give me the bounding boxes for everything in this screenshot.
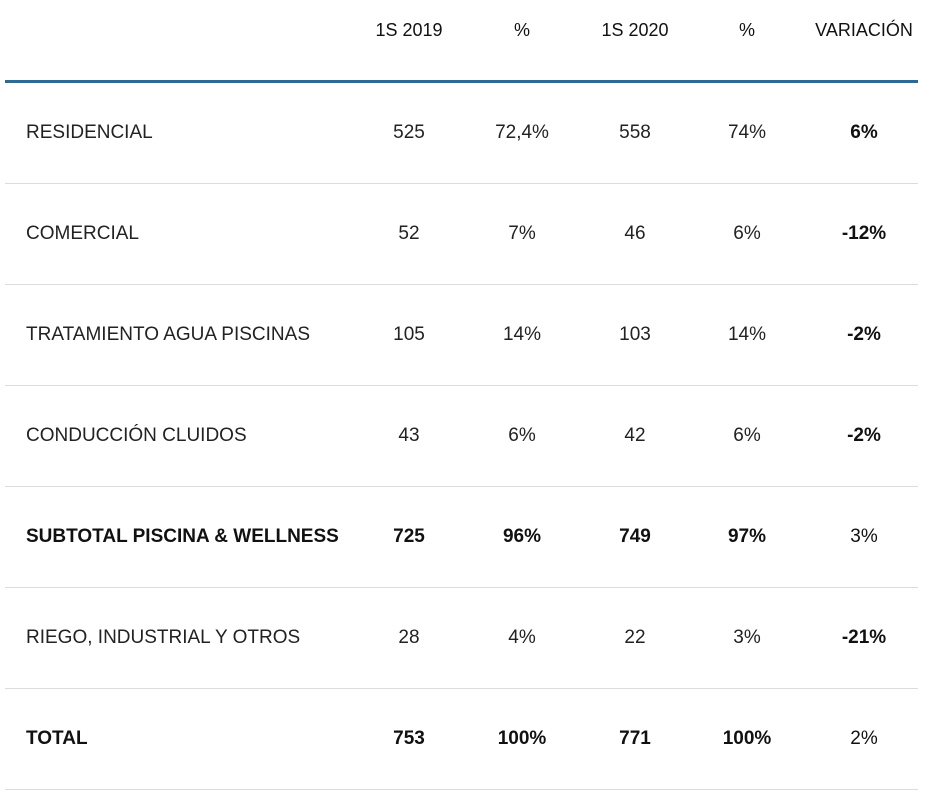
table-row: CONDUCCIÓN CLUIDOS 43 6% 42 6% -2% (5, 386, 918, 487)
value-2020: 558 (619, 122, 651, 143)
header-1s-2019: 1S 2019 (375, 19, 443, 40)
pct-2019: 72,4% (495, 122, 549, 143)
pct-2020: 100% (722, 728, 772, 749)
pct-2020: 74% (727, 122, 767, 143)
pct-2019: 100% (497, 728, 547, 749)
header-1s-2020: 1S 2020 (601, 19, 669, 40)
variacion: 2% (850, 728, 878, 749)
pct-2020: 97% (727, 526, 767, 547)
value-2020: 22 (624, 627, 646, 648)
table-row: COMERCIAL 52 7% 46 6% -12% (5, 184, 918, 285)
pct-2020: 3% (733, 627, 761, 648)
value-2019: 525 (393, 122, 425, 143)
variacion: -2% (847, 324, 881, 345)
row-label: CONDUCCIÓN CLUIDOS (26, 425, 247, 446)
value-2019: 725 (393, 526, 425, 547)
table-row: TOTAL 753 100% 771 100% 2% (5, 689, 918, 790)
row-label: COMERCIAL (26, 223, 139, 244)
variacion: -21% (841, 627, 887, 648)
value-2020: 749 (619, 526, 651, 547)
table-row: TRATAMIENTO AGUA PISCINAS 105 14% 103 14% -2% (5, 285, 918, 386)
table-row: SUBTOTAL PISCINA & WELLNESS 725 96% 749 97% 3… (5, 487, 918, 588)
table-header: 1S 2019 % 1S 2020 % VARIACIÓN (5, 0, 918, 83)
value-2019: 28 (398, 627, 420, 648)
header-variacion: VARIACIÓN (815, 19, 913, 40)
pct-2020: 6% (733, 425, 761, 446)
pct-2020: 14% (727, 324, 767, 345)
pct-2019: 6% (508, 425, 536, 446)
value-2020: 103 (619, 324, 651, 345)
row-label: SUBTOTAL PISCINA & WELLNESS (26, 526, 339, 547)
row-label: RIEGO, INDUSTRIAL Y OTROS (26, 627, 301, 648)
row-label: TOTAL (26, 728, 88, 749)
sales-table: 1S 2019 % 1S 2020 % VARIACIÓN RESIDENCIA… (5, 0, 918, 790)
header-pct-2020: % (738, 19, 755, 40)
value-2020: 46 (624, 223, 646, 244)
table-row: RIEGO, INDUSTRIAL Y OTROS 28 4% 22 3% -21% (5, 588, 918, 689)
variacion: -12% (841, 223, 887, 244)
value-2020: 42 (624, 425, 646, 446)
pct-2020: 6% (733, 223, 761, 244)
variacion: -2% (847, 425, 881, 446)
header-pct-2019: % (513, 19, 530, 40)
value-2019: 105 (393, 324, 425, 345)
pct-2019: 96% (502, 526, 542, 547)
pct-2019: 14% (502, 324, 542, 345)
pct-2019: 7% (508, 223, 536, 244)
value-2019: 43 (398, 425, 420, 446)
pct-2019: 4% (508, 627, 536, 648)
row-label: TRATAMIENTO AGUA PISCINAS (26, 324, 310, 345)
row-label: RESIDENCIAL (26, 122, 153, 143)
value-2019: 52 (398, 223, 420, 244)
value-2020: 771 (619, 728, 651, 749)
table-row: RESIDENCIAL 525 72,4% 558 74% 6% (5, 83, 918, 184)
variacion: 6% (850, 122, 878, 143)
value-2019: 753 (393, 728, 425, 749)
variacion: 3% (850, 526, 878, 547)
